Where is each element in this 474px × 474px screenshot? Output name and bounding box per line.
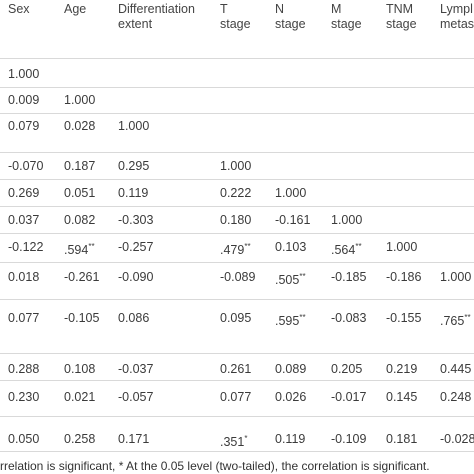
significance-marker: **	[355, 241, 362, 251]
table-cell: -0.257	[118, 240, 154, 254]
table-cell: -0.186	[386, 270, 422, 284]
table-cell: 0.086	[118, 311, 150, 325]
table-cell: -0.083	[331, 311, 367, 325]
column-header: Differentiation extent	[118, 2, 195, 31]
column-header: Sex	[8, 2, 30, 16]
table-cell: -0.090	[118, 270, 154, 284]
table-cell: 0.037	[8, 213, 40, 227]
table-cell: 0.258	[64, 432, 96, 446]
table-cell: 0.219	[386, 362, 418, 376]
table-cell: 1.000	[386, 240, 418, 254]
table-cell: -0.037	[118, 362, 154, 376]
table-cell: -0.261	[64, 270, 100, 284]
table-cell: 1.000	[331, 213, 363, 227]
table-cell: 0.026	[275, 390, 307, 404]
table-cell: 0.269	[8, 186, 40, 200]
table-cell: -0.105	[64, 311, 100, 325]
table-cell: 0.108	[64, 362, 96, 376]
significance-marker: *	[244, 433, 248, 443]
table-cell: 0.050	[8, 432, 40, 446]
table-cell: 0.095	[220, 311, 252, 325]
table-cell: .595**	[275, 312, 306, 328]
table-cell: 0.028	[64, 119, 96, 133]
row-divider	[0, 299, 474, 300]
significance-marker: **	[244, 241, 251, 251]
column-header: TNM stage	[386, 2, 417, 31]
row-divider	[0, 113, 474, 114]
table-cell: 0.171	[118, 432, 150, 446]
table-cell: 1.000	[220, 159, 252, 173]
row-divider	[0, 206, 474, 207]
table-footnote: rrelation is significant, * At the 0.05 …	[0, 459, 430, 473]
table-cell: 0.261	[220, 362, 252, 376]
table-cell: 0.180	[220, 213, 252, 227]
table-cell: .505**	[275, 271, 306, 287]
table-cell: -0.161	[275, 213, 311, 227]
row-divider	[0, 353, 474, 354]
row-divider	[0, 380, 474, 381]
table-cell: -0.089	[220, 270, 256, 284]
table-cell: -0.057	[118, 390, 154, 404]
significance-marker: **	[299, 312, 306, 322]
table-cell: 0.288	[8, 362, 40, 376]
table-cell: 0.021	[64, 390, 96, 404]
table-cell: 1.000	[275, 186, 307, 200]
table-cell: 0.295	[118, 159, 150, 173]
table-cell: 0.009	[8, 93, 40, 107]
table-cell: 0.077	[220, 390, 252, 404]
table-cell: 0.103	[275, 240, 307, 254]
row-divider	[0, 233, 474, 234]
row-divider	[0, 416, 474, 417]
row-divider	[0, 152, 474, 153]
column-header: Age	[64, 2, 87, 16]
row-divider	[0, 87, 474, 88]
table-cell: 0.187	[64, 159, 96, 173]
table-cell: 0.119	[275, 432, 306, 446]
table-cell: 0.077	[8, 311, 40, 325]
table-cell: -0.303	[118, 213, 154, 227]
table-cell: 1.000	[118, 119, 150, 133]
table-cell: 0.082	[64, 213, 96, 227]
table-cell: 0.145	[386, 390, 418, 404]
table-cell: .594**	[64, 241, 95, 257]
table-cell: 1.000	[8, 67, 40, 81]
row-divider	[0, 58, 474, 59]
column-header: Lympl metas	[440, 2, 474, 31]
table-cell: 0.089	[275, 362, 307, 376]
table-cell: -0.122	[8, 240, 44, 254]
table-cell: 0.051	[64, 186, 96, 200]
table-cell: 0.445	[440, 362, 472, 376]
table-cell: -0.028	[440, 432, 474, 446]
significance-marker: **	[464, 312, 471, 322]
row-divider	[0, 179, 474, 180]
row-divider	[0, 262, 474, 263]
significance-marker: **	[299, 271, 306, 281]
table-cell: 1.000	[440, 270, 472, 284]
table-cell: 0.222	[220, 186, 252, 200]
table-cell: -0.109	[331, 432, 367, 446]
table-cell: .765**	[440, 312, 471, 328]
table-cell: .351*	[220, 433, 248, 449]
table-cell: 0.248	[440, 390, 472, 404]
table-cell: -0.155	[386, 311, 422, 325]
table-cell: .564**	[331, 241, 362, 257]
table-cell: -0.017	[331, 390, 367, 404]
table-cell: 1.000	[64, 93, 96, 107]
table-cell: 0.230	[8, 390, 40, 404]
table-cell: .479**	[220, 241, 251, 257]
significance-marker: **	[88, 241, 95, 251]
table-cell: 0.181	[386, 432, 418, 446]
row-divider	[0, 451, 474, 452]
table-cell: -0.185	[331, 270, 367, 284]
table-cell: 0.079	[8, 119, 40, 133]
table-cell: 0.119	[118, 186, 149, 200]
table-cell: 0.018	[8, 270, 40, 284]
table-cell: 0.205	[331, 362, 363, 376]
table-cell: -0.070	[8, 159, 44, 173]
